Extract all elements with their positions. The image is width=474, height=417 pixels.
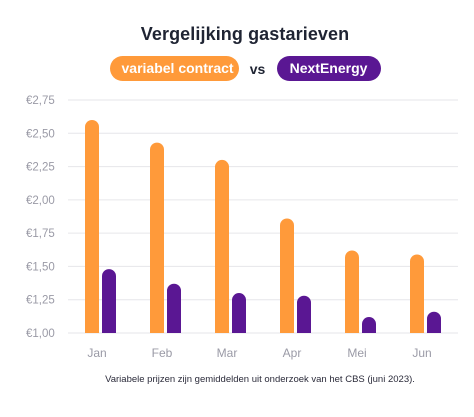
gridlines — [68, 99, 458, 334]
y-tick-label: €2,00 — [26, 195, 55, 207]
bar-variabel-contract-jan — [85, 119, 99, 333]
bar-variabel-contract-mar — [215, 159, 229, 333]
y-tick-label: €1,00 — [26, 328, 55, 340]
y-tick-label: €2,50 — [26, 128, 55, 140]
bars — [85, 119, 441, 333]
y-axis-ticks: €1,00 €1,25 €1,50 €1,75 €2,00 €2,25 €2,50 €2,75 — [26, 95, 55, 340]
legend-vs-label: vs — [249, 60, 266, 77]
x-tick-label: Feb — [152, 346, 173, 360]
x-tick-label: Mei — [347, 346, 366, 360]
legend-variabel-contract: variabel contract — [109, 56, 239, 81]
x-tick-label: Jun — [412, 346, 431, 360]
bar-nextenergy-jun — [427, 311, 441, 333]
x-tick-label: Mar — [217, 346, 238, 360]
legend: variabel contract vs NextEnergy — [0, 56, 474, 81]
x-axis-ticks: Jan Feb Mar Apr Mei Jun — [87, 346, 431, 360]
bar-variabel-contract-mei — [345, 250, 359, 333]
bar-nextenergy-jan — [102, 269, 117, 333]
y-tick-label: €1,25 — [26, 295, 55, 307]
bar-variabel-contract-jun — [410, 254, 424, 333]
y-tick-label: €1,50 — [26, 261, 55, 273]
chart-title: Vergelijking gastarieven — [140, 24, 350, 44]
y-tick-label: €2,25 — [26, 162, 55, 174]
y-tick-label: €1,75 — [26, 228, 55, 240]
legend-nextenergy: NextEnergy — [276, 56, 381, 81]
x-tick-label: Jan — [87, 346, 106, 360]
bar-nextenergy-mar — [232, 293, 246, 333]
bar-nextenergy-mei — [362, 317, 376, 333]
bar-nextenergy-apr — [297, 295, 311, 333]
footnote: Variabele prijzen zijn gemiddelden uit o… — [105, 374, 415, 385]
x-tick-label: Apr — [283, 346, 302, 360]
bar-variabel-contract-apr — [280, 218, 294, 333]
bar-variabel-contract-feb — [150, 142, 164, 333]
y-tick-label: €2,75 — [26, 95, 55, 107]
bar-nextenergy-feb — [167, 283, 181, 333]
